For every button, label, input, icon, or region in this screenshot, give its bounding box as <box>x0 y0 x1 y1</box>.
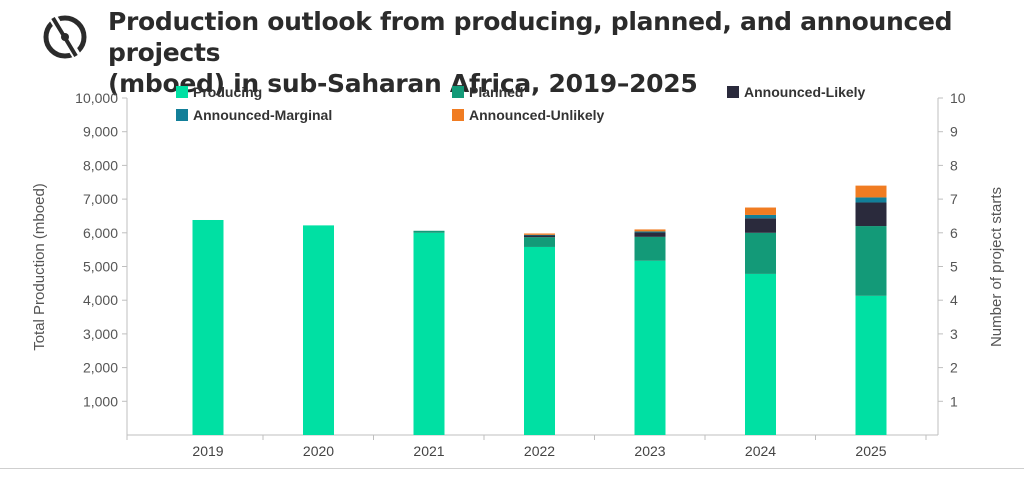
title-line-1: Production outlook from producing, plann… <box>108 7 953 67</box>
bar-announced-unlikely-2023 <box>634 229 666 232</box>
y-tick-label: 3,000 <box>83 326 118 342</box>
y2-tick-label: 8 <box>950 157 958 173</box>
x-tick-label: 2021 <box>413 443 444 459</box>
y-tick-label: 9,000 <box>83 124 118 140</box>
bar-announced-likely-2025 <box>855 202 887 227</box>
bar-producing-2024 <box>745 273 776 435</box>
legend-label: Announced-Marginal <box>193 107 332 123</box>
y-tick-label: 7,000 <box>83 191 118 207</box>
bar-producing-2022 <box>524 246 555 435</box>
legend-swatch <box>727 86 739 98</box>
y-axis-label: Total Production (mboed) <box>31 183 48 351</box>
title-line-2: (mboed) in sub-Saharan Africa, 2019–2025 <box>108 69 698 98</box>
x-tick-label: 2022 <box>524 443 555 459</box>
bar-announced-unlikely-2025 <box>855 185 887 198</box>
legend-label: Planned <box>469 84 523 100</box>
bar-announced-marginal-2022 <box>524 234 555 236</box>
y-tick-label: 2,000 <box>83 360 118 376</box>
bar-planned-2024 <box>745 232 776 274</box>
y2-tick-label: 9 <box>950 124 958 140</box>
bar-announced-likely-2023 <box>634 232 666 237</box>
x-tick-label: 2020 <box>303 443 334 459</box>
legend-swatch <box>176 86 188 98</box>
y2-tick-label: 2 <box>950 360 958 376</box>
x-tick-label: 2019 <box>192 443 223 459</box>
y2-tick-label: 4 <box>950 292 958 308</box>
y-tick-label: 4,000 <box>83 292 118 308</box>
bar-announced-likely-2022 <box>524 235 555 238</box>
bar-planned-2025 <box>855 226 887 296</box>
bar-announced-unlikely-2024 <box>745 207 776 215</box>
bar-planned-2022 <box>524 237 555 247</box>
logo-icon <box>43 13 87 61</box>
legend-swatch <box>452 109 464 121</box>
x-tick-label: 2024 <box>745 443 776 459</box>
y-tick-label: 8,000 <box>83 157 118 173</box>
bar-producing-2023 <box>634 260 666 435</box>
legend-label: Producing <box>193 84 262 100</box>
chart-title: Production outlook from producing, plann… <box>108 6 1008 99</box>
bar-announced-unlikely-2022 <box>524 233 555 235</box>
y-tick-label: 10,000 <box>75 90 118 106</box>
y2-tick-label: 1 <box>950 393 958 409</box>
x-tick-label: 2023 <box>634 443 665 459</box>
y2-tick-label: 5 <box>950 259 958 275</box>
y2-tick-label: 10 <box>950 90 966 106</box>
bar-announced-marginal-2024 <box>745 214 776 219</box>
legend-label: Announced-Unlikely <box>469 107 605 123</box>
bar-producing-2019 <box>192 219 224 435</box>
bar-announced-marginal-2025 <box>855 197 887 203</box>
bar-producing-2021 <box>413 232 445 435</box>
y-tick-label: 5,000 <box>83 259 118 275</box>
bar-announced-likely-2024 <box>745 218 776 233</box>
bar-planned-2023 <box>634 236 666 261</box>
legend-swatch <box>452 86 464 98</box>
bar-producing-2020 <box>303 225 334 435</box>
y-tick-label: 6,000 <box>83 225 118 241</box>
y2-tick-label: 3 <box>950 326 958 342</box>
x-tick-label: 2025 <box>855 443 886 459</box>
y2-axis-label: Number of project starts <box>988 187 1005 347</box>
bottom-divider <box>0 468 1024 469</box>
bar-producing-2025 <box>855 295 887 435</box>
y-tick-label: 1,000 <box>83 393 118 409</box>
y2-tick-label: 7 <box>950 191 958 207</box>
bar-planned-2021 <box>413 230 445 233</box>
y2-tick-label: 6 <box>950 225 958 241</box>
legend-swatch <box>176 109 188 121</box>
legend-label: Announced-Likely <box>744 84 866 100</box>
bar-announced-marginal-2023 <box>634 231 666 233</box>
